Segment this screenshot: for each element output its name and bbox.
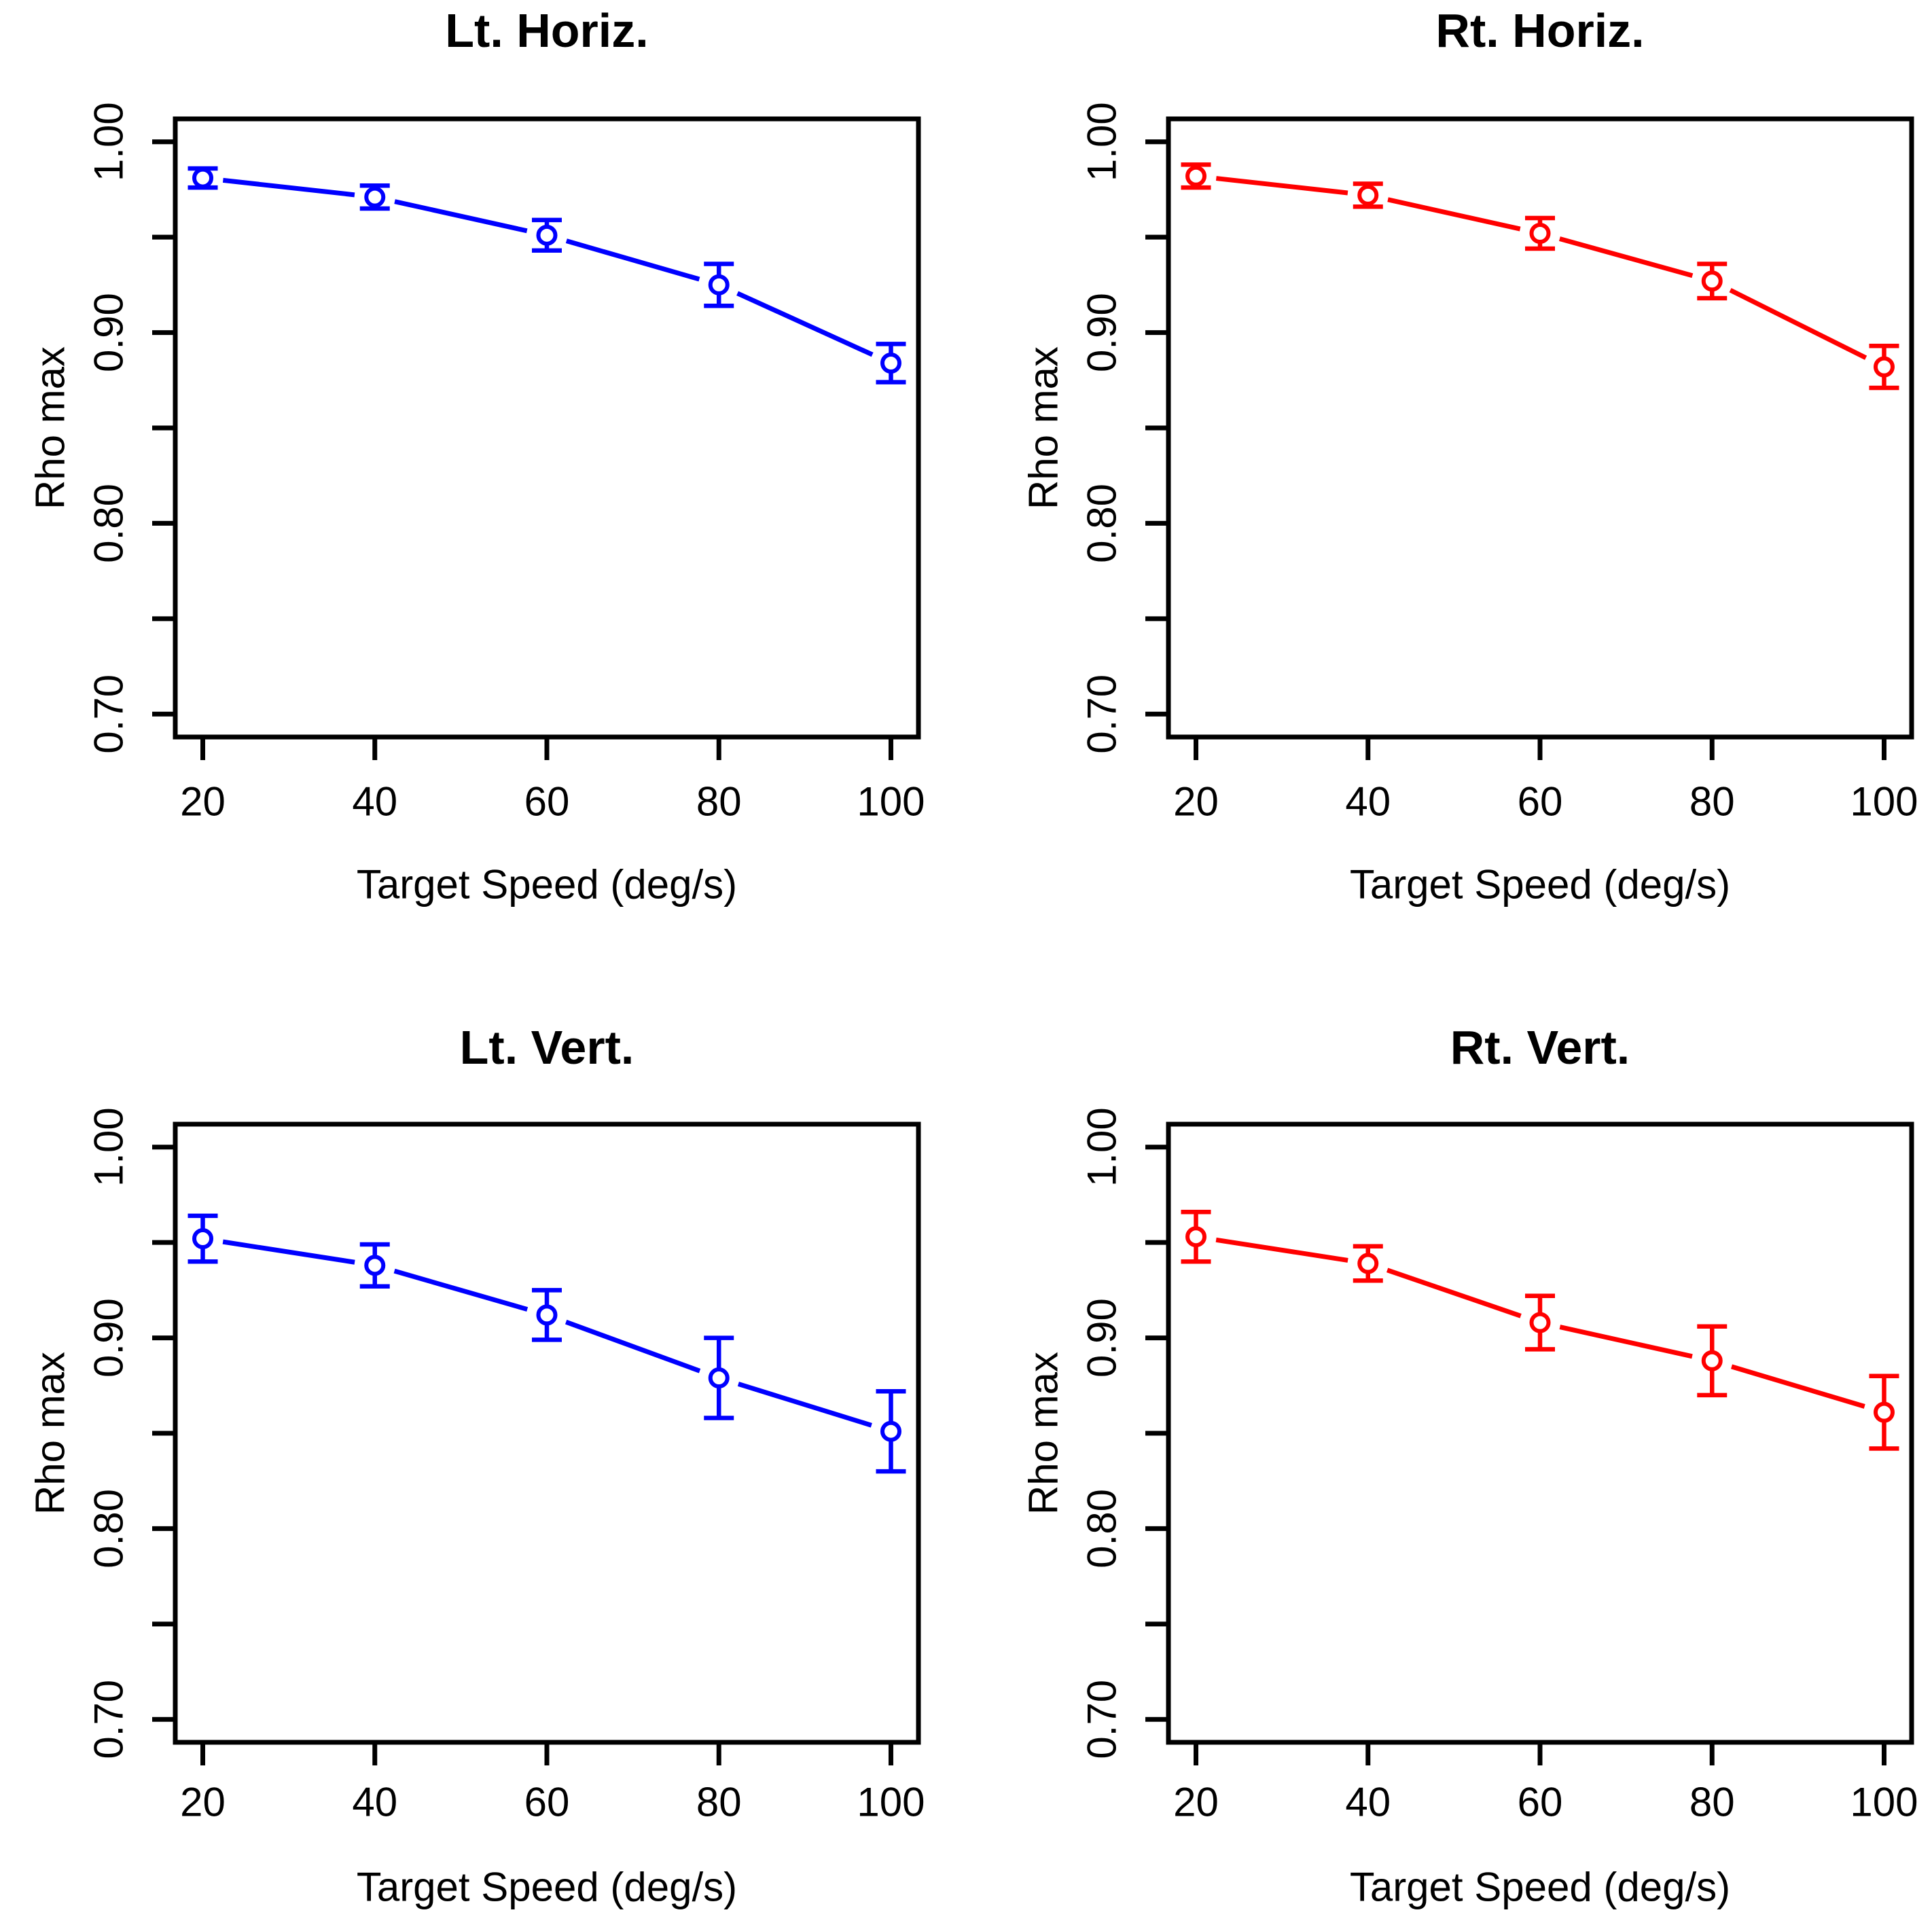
- x-tick-label: 40: [352, 1780, 397, 1825]
- x-tick-label: 40: [1345, 779, 1391, 825]
- y-tick-label: 0.90: [86, 1298, 132, 1378]
- y-tick-label: 1.00: [86, 1107, 132, 1187]
- panel-title: Rt. Vert.: [1450, 1021, 1630, 1074]
- data-point-marker: [1357, 184, 1379, 206]
- x-axis-title: Target Speed (deg/s): [357, 862, 737, 907]
- x-tick-label: 80: [1689, 779, 1735, 825]
- data-point-marker: [536, 224, 558, 246]
- data-point-marker: [1185, 165, 1207, 187]
- data-point-marker: [1529, 223, 1551, 245]
- data-series-rt-vert: [1181, 1209, 1899, 1451]
- data-point-marker: [1357, 1253, 1379, 1274]
- x-tick-label: 20: [1173, 779, 1219, 825]
- data-series-lt-vert: [187, 1213, 906, 1474]
- y-tick-label: 0.80: [86, 1489, 132, 1568]
- series-line-segment: [1387, 197, 1521, 232]
- panel-lt-vert: Lt. Vert. 20 40 60 80 100 0.70 0.80 0.90 1.00 Targ…: [28, 1021, 925, 1910]
- panel-title: Rt. Horiz.: [1435, 4, 1644, 57]
- data-point-marker: [1529, 1312, 1551, 1333]
- data-series-rt-horiz: [1181, 162, 1899, 391]
- y-tick-label: 0.70: [1079, 675, 1125, 754]
- series-line-segment: [1215, 1237, 1348, 1263]
- y-tick-label: 0.70: [86, 675, 132, 754]
- x-tick-label: 100: [1850, 779, 1918, 825]
- x-tick-label: 20: [180, 1780, 226, 1825]
- series-line-segment: [1386, 1268, 1522, 1318]
- x-tick-label: 80: [696, 1780, 742, 1825]
- series-line-segment: [1559, 1325, 1693, 1359]
- plot-frame: [1166, 1121, 1914, 1745]
- y-tick-label: 0.90: [1079, 1298, 1125, 1378]
- x-tick-label: 60: [524, 1780, 570, 1825]
- y-tick-label: 0.80: [86, 484, 132, 563]
- series-line-segment: [565, 238, 700, 282]
- x-tick-label: 60: [1518, 779, 1563, 825]
- x-tick-label: 60: [524, 779, 570, 825]
- x-tick-label: 20: [180, 779, 226, 825]
- panel-title: Lt. Vert.: [460, 1021, 634, 1074]
- y-axis-title: Rho max: [1021, 346, 1067, 509]
- data-point-marker: [1701, 1350, 1723, 1371]
- plot-frame: [1166, 116, 1914, 740]
- series-line-segment: [737, 1382, 872, 1428]
- x-tick-label: 40: [1345, 1780, 1391, 1825]
- y-tick-label: 0.90: [1079, 293, 1125, 372]
- data-point-marker: [1873, 356, 1895, 378]
- panel-rt-horiz: Rt. Horiz. 20 40 60 80 100 0.70 0.80 0.90 1.00 Tar…: [1021, 4, 1918, 907]
- data-point-marker: [192, 167, 214, 189]
- data-point-marker: [880, 1420, 901, 1442]
- series-line-segment: [222, 1239, 355, 1265]
- y-tick-label: 1.00: [1079, 1107, 1125, 1187]
- x-axis-title: Target Speed (deg/s): [1350, 1865, 1730, 1910]
- data-point-marker: [708, 1367, 730, 1389]
- y-tick-label: 0.80: [1079, 1489, 1125, 1568]
- y-tick-label: 0.70: [86, 1680, 132, 1759]
- data-point-marker: [192, 1228, 214, 1250]
- y-tick-label: 1.00: [1079, 102, 1125, 181]
- series-line-segment: [1215, 176, 1348, 196]
- y-tick-label: 0.80: [1079, 484, 1125, 563]
- series-line-segment: [394, 199, 528, 234]
- data-point-marker: [364, 1255, 386, 1276]
- y-tick-label: 0.90: [86, 293, 132, 372]
- series-line-segment: [1730, 1364, 1865, 1409]
- data-point-marker: [708, 274, 730, 295]
- series-line-segment: [736, 291, 874, 357]
- series-line-segment: [1729, 287, 1867, 360]
- series-line-segment: [222, 177, 355, 198]
- data-series-lt-horiz: [187, 166, 906, 384]
- x-axis-title: Target Speed (deg/s): [1350, 862, 1730, 907]
- series-line-segment: [1558, 236, 1694, 278]
- x-axis-title: Target Speed (deg/s): [357, 1865, 737, 1910]
- y-axis-title: Rho max: [1021, 1352, 1067, 1515]
- panel-lt-horiz: Lt. Horiz. 20 40 60 80 100 0.70 0.80 0.90 1.00 Tar…: [28, 4, 925, 907]
- x-tick-label: 100: [1850, 1780, 1918, 1825]
- x-tick-label: 100: [857, 779, 925, 825]
- y-tick-label: 0.70: [1079, 1680, 1125, 1759]
- y-axis-title: Rho max: [28, 1352, 73, 1515]
- x-tick-label: 100: [857, 1780, 925, 1825]
- x-tick-label: 80: [696, 779, 742, 825]
- series-line-segment: [393, 1268, 529, 1312]
- data-point-marker: [880, 353, 901, 374]
- x-tick-label: 40: [352, 779, 397, 825]
- x-tick-label: 20: [1173, 1780, 1219, 1825]
- panel-title: Lt. Horiz.: [445, 4, 648, 57]
- y-axis-title: Rho max: [28, 346, 73, 509]
- x-tick-label: 60: [1518, 1780, 1563, 1825]
- series-line-segment: [565, 1319, 701, 1373]
- panel-rt-vert: Rt. Vert. 20 40 60 80 100 0.70 0.80 0.90 1.00 Targ…: [1021, 1021, 1918, 1910]
- plot-frame: [173, 116, 921, 740]
- x-tick-label: 80: [1689, 1780, 1735, 1825]
- plot-frame: [173, 1121, 921, 1745]
- data-point-marker: [1701, 270, 1723, 292]
- data-point-marker: [1185, 1226, 1207, 1248]
- data-point-marker: [536, 1304, 558, 1326]
- y-tick-label: 1.00: [86, 102, 132, 181]
- data-point-marker: [1873, 1401, 1895, 1423]
- data-point-marker: [364, 186, 386, 208]
